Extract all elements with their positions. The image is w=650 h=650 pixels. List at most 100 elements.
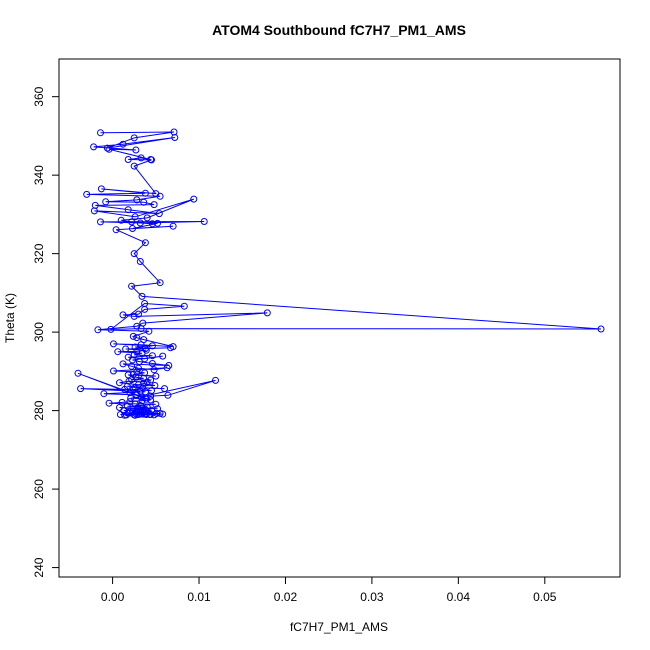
y-tick-label: 280 — [32, 400, 46, 420]
data-point — [141, 388, 149, 396]
data-point — [152, 372, 160, 380]
data-point — [148, 360, 156, 367]
x-tick-label: 0.05 — [533, 590, 557, 604]
data-point — [129, 225, 136, 232]
data-point — [138, 410, 146, 418]
data-point — [130, 250, 138, 258]
y-tick-label: 260 — [32, 479, 46, 499]
data-point — [119, 360, 127, 368]
y-tick-label: 240 — [32, 557, 46, 577]
y-tick-label: 300 — [32, 322, 46, 342]
data-point — [141, 239, 149, 247]
data-point — [130, 162, 138, 170]
x-tick-label: 0.02 — [274, 590, 298, 604]
x-tick-label: 0.03 — [360, 590, 384, 604]
data-point — [136, 258, 144, 265]
data-point — [133, 334, 141, 342]
data-point — [121, 385, 129, 393]
data-point — [117, 216, 125, 224]
data-point — [151, 382, 159, 389]
data-point — [119, 140, 127, 148]
data-point — [135, 411, 142, 418]
data-point — [131, 411, 139, 419]
data-point — [155, 210, 163, 218]
data-point — [150, 411, 158, 419]
data-point — [94, 326, 102, 334]
data-point — [159, 352, 167, 360]
data-point — [100, 390, 108, 398]
data-point — [140, 380, 148, 387]
data-point — [150, 366, 158, 374]
data-point — [124, 156, 132, 163]
data-point — [97, 185, 105, 193]
data-point — [128, 282, 136, 290]
data-point — [90, 143, 98, 151]
data-point — [136, 219, 144, 227]
data-point — [131, 213, 139, 221]
data-point — [112, 226, 120, 234]
data-point — [110, 340, 117, 348]
y-tick-label: 320 — [32, 243, 46, 263]
data-point — [130, 134, 138, 142]
data-point — [131, 343, 139, 351]
data-point — [145, 327, 153, 335]
data-point — [110, 367, 117, 375]
data-point — [164, 391, 172, 399]
x-axis-label: fC7H7_PM1_AMS — [290, 620, 388, 634]
data-point — [148, 352, 156, 360]
data-point — [123, 402, 131, 410]
data-point — [128, 218, 136, 226]
data-point — [142, 395, 150, 403]
data-point — [138, 292, 146, 300]
data-point — [137, 341, 145, 349]
data-point — [148, 156, 155, 164]
x-tick-label: 0.04 — [447, 590, 471, 604]
data-point — [97, 218, 104, 226]
data-point — [180, 302, 188, 310]
data-point — [169, 222, 177, 230]
data-point — [138, 349, 146, 357]
data-point — [102, 198, 110, 206]
data-point — [133, 322, 141, 330]
data-point — [128, 362, 136, 370]
data-point — [163, 364, 171, 372]
data-point — [139, 319, 147, 327]
data-point — [212, 376, 219, 384]
data-point — [141, 355, 149, 363]
data-point — [159, 410, 167, 418]
data-point — [105, 399, 113, 407]
data-point — [597, 325, 605, 333]
data-point — [122, 345, 130, 353]
data-point — [132, 146, 140, 154]
data-point — [142, 411, 150, 418]
data-point — [161, 385, 168, 393]
data-point — [171, 134, 179, 141]
data-point — [83, 190, 91, 198]
series-layer — [74, 128, 605, 419]
data-point — [137, 154, 145, 162]
data-point — [133, 391, 141, 399]
data-point — [119, 311, 127, 319]
data-point — [105, 145, 113, 153]
data-point — [107, 325, 115, 333]
y-tick-label: 340 — [32, 165, 46, 185]
y-axis: 240 260 280 300 320 340 360 — [32, 86, 60, 578]
data-point — [116, 379, 123, 387]
data-point — [263, 309, 271, 317]
data-point — [127, 394, 135, 402]
data-point — [147, 376, 155, 384]
y-axis-label: Theta (K) — [3, 293, 17, 343]
chart-title: ATOM4 Southbound fC7H7_PM1_AMS — [212, 22, 466, 38]
data-point — [200, 218, 208, 225]
y-tick-label: 360 — [32, 86, 46, 106]
data-point — [156, 192, 164, 200]
data-point — [138, 397, 146, 405]
data-point — [135, 364, 142, 372]
data-point — [131, 384, 139, 391]
data-point — [77, 385, 85, 393]
data-point — [129, 332, 137, 340]
data-point — [141, 410, 149, 418]
data-point — [140, 374, 148, 382]
